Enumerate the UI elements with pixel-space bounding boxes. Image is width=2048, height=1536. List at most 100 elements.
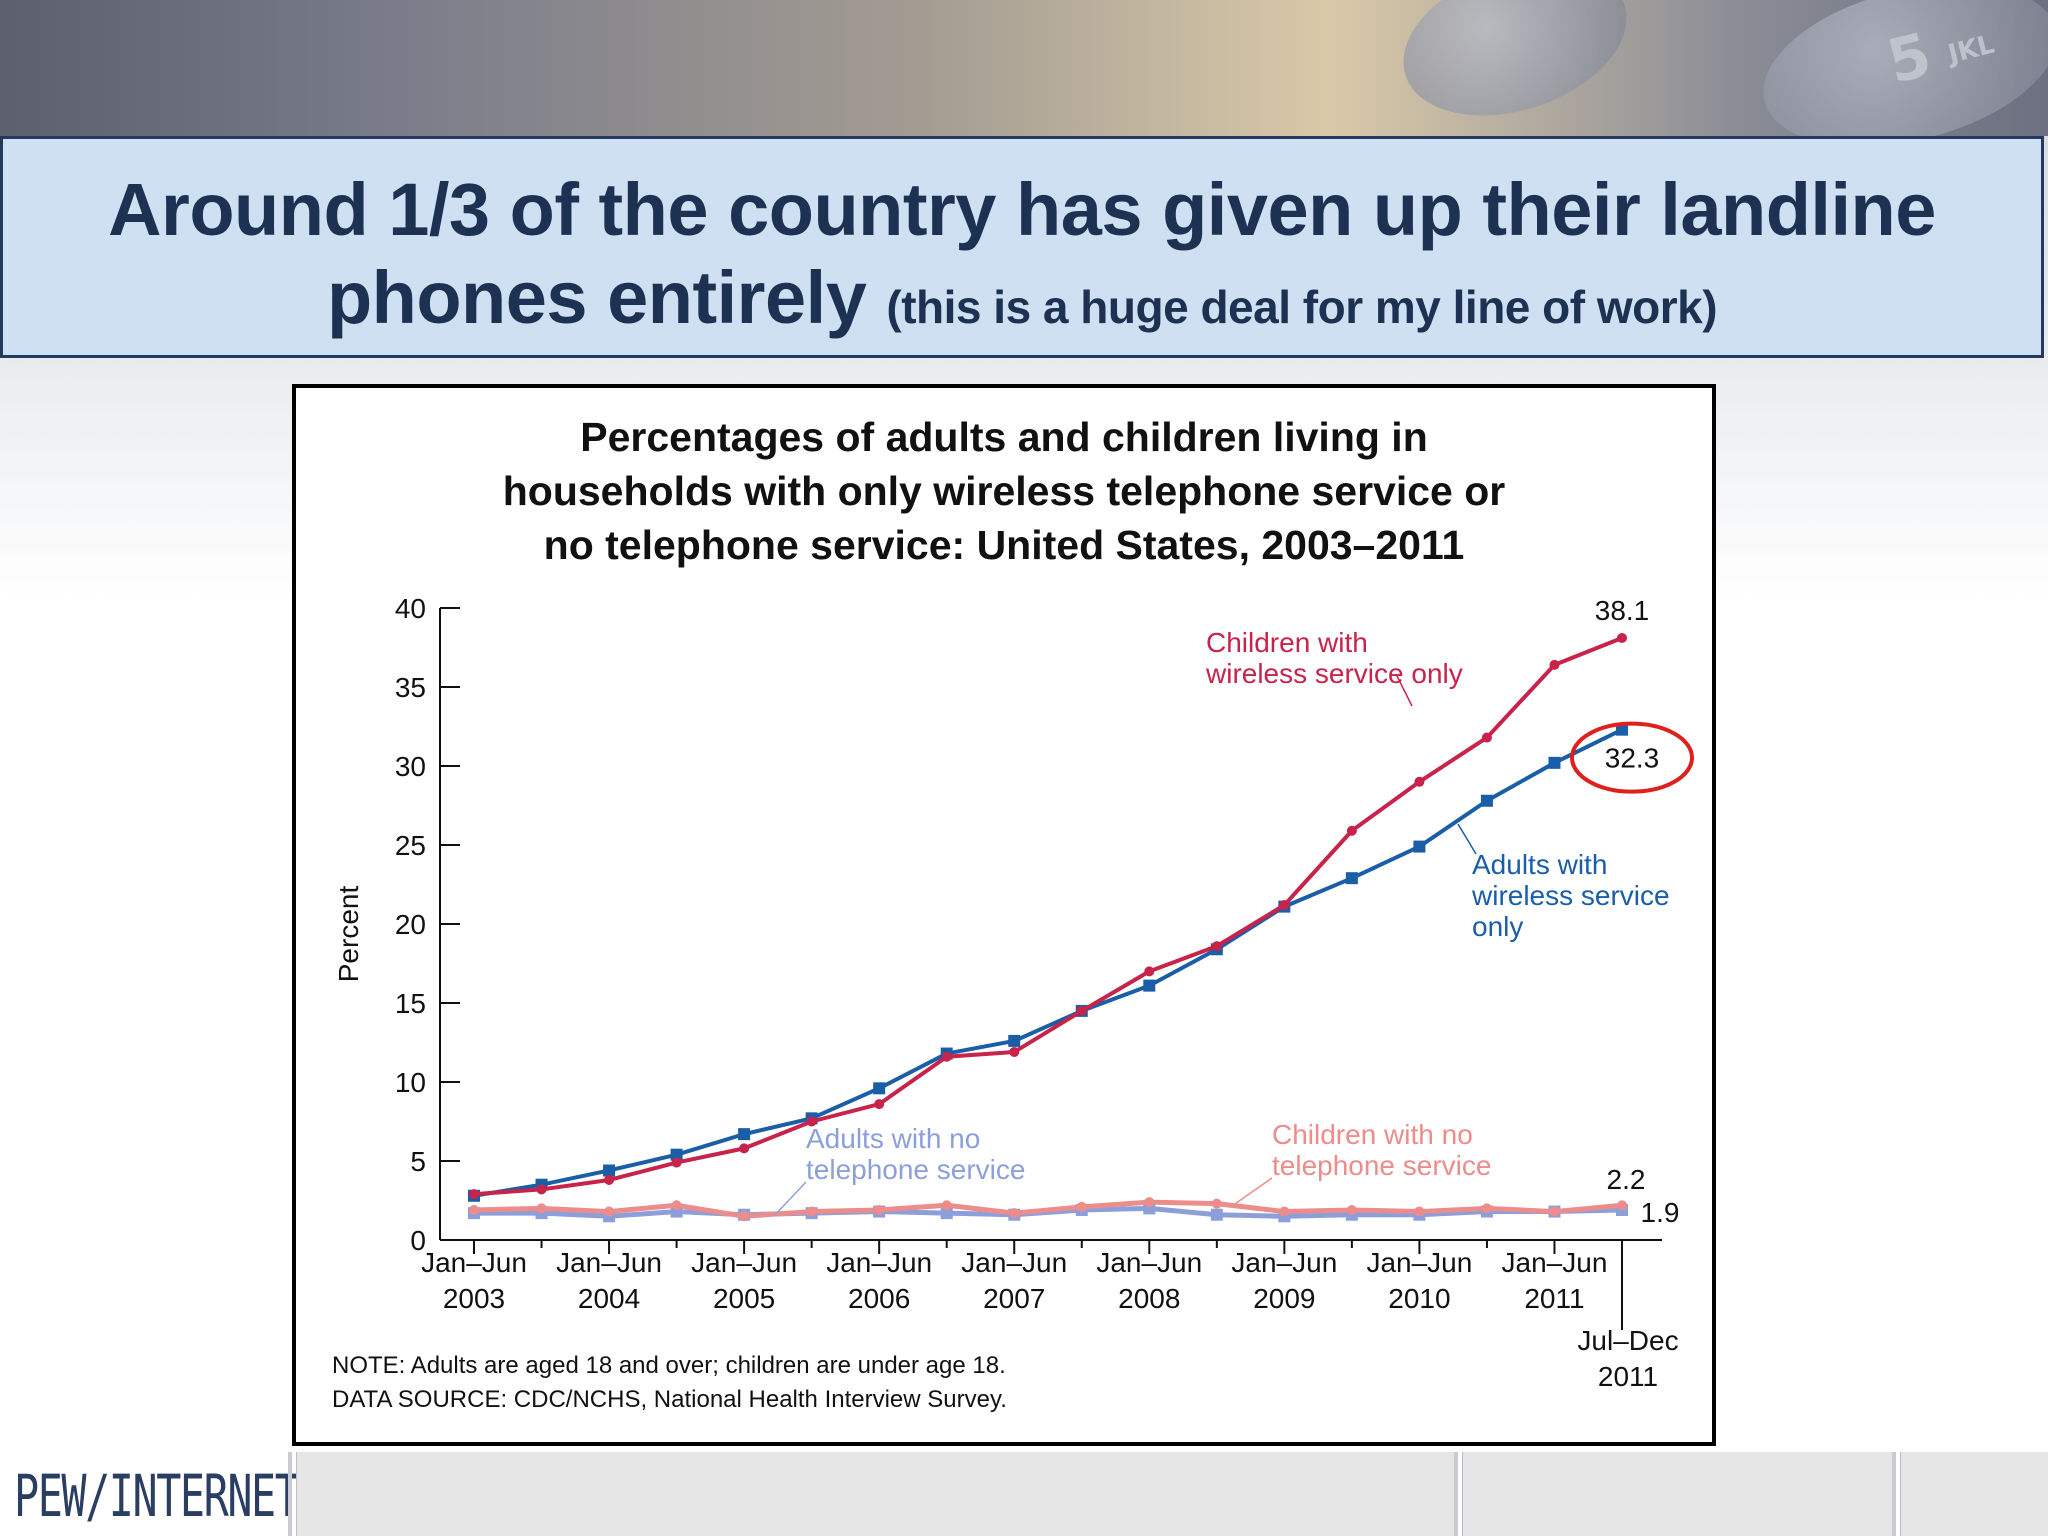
x-tick-label-bottom: 2011 (1524, 1283, 1584, 1314)
y-tick-label: 0 (410, 1225, 426, 1256)
chart-title: Percentages of adults and children livin… (296, 410, 1712, 572)
data-point (670, 1148, 683, 1161)
x-tick-label-top: Jan–Jun (826, 1247, 932, 1278)
data-point (1211, 1198, 1222, 1209)
legend-label: Adults with no (806, 1123, 980, 1154)
data-point (1549, 1206, 1560, 1217)
data-point (739, 1143, 750, 1154)
x-tick-label-top: Jan–Jun (1096, 1247, 1202, 1278)
data-point (1143, 979, 1156, 992)
data-point (874, 1099, 885, 1110)
x-tick-label-bottom: 2003 (443, 1283, 505, 1314)
footer-divider (1454, 1452, 1458, 1536)
data-point (941, 1200, 952, 1211)
data-point (1144, 1197, 1155, 1208)
data-point (1008, 1034, 1021, 1047)
footer-divider (288, 1452, 292, 1536)
highlight-circle (1570, 721, 1694, 794)
footer-panel (296, 1452, 1455, 1536)
legend-leader-line (773, 1181, 807, 1217)
footer-bar: PEW/INTERNET (0, 1452, 2048, 1536)
pew-internet-logo: PEW/INTERNET (14, 1462, 300, 1530)
keypad-digit: 5 (1880, 19, 1939, 98)
x-tick-label-bottom: 2011 (1598, 1361, 1658, 1392)
data-point (1413, 840, 1426, 853)
data-point (1414, 1206, 1425, 1217)
data-point (1211, 941, 1222, 952)
slide-title-box: Around 1/3 of the country has given up t… (0, 136, 2044, 358)
data-point (1549, 659, 1560, 670)
x-tick-label-top: Jul–Dec (1577, 1325, 1678, 1356)
data-point (469, 1204, 479, 1215)
legend-label: wireless service only (1205, 658, 1463, 689)
x-tick-label-bottom: 2009 (1253, 1283, 1315, 1314)
data-point (1279, 900, 1290, 911)
data-point (1345, 872, 1358, 885)
y-axis-label: Percent (333, 886, 364, 983)
data-point (941, 1051, 952, 1062)
data-point (604, 1174, 615, 1185)
x-tick-label-bottom: 2005 (713, 1283, 775, 1314)
slide-title-line1: Around 1/3 of the country has given up t… (108, 168, 1936, 251)
x-tick-label-bottom: 2010 (1388, 1283, 1450, 1314)
y-tick-label: 10 (395, 1067, 426, 1098)
x-tick-label-top: Jan–Jun (1366, 1247, 1472, 1278)
legend-label: telephone service (1272, 1150, 1491, 1181)
data-point (469, 1189, 479, 1200)
data-point (806, 1206, 817, 1217)
header-photo-band: 5 JKL (0, 0, 2048, 175)
end-value-label: 32.3 (1605, 743, 1660, 774)
x-tick-label-top: Jan–Jun (1231, 1247, 1337, 1278)
data-point (1548, 756, 1561, 769)
data-point (1346, 825, 1357, 836)
data-point (1481, 1203, 1492, 1214)
chart-title-line: no telephone service: United States, 200… (543, 522, 1465, 568)
x-tick-label-top: Jan–Jun (691, 1247, 797, 1278)
slide-title-line2: phones entirely (this is a huge deal for… (3, 255, 2041, 340)
data-point (671, 1200, 682, 1211)
data-point (536, 1203, 547, 1214)
x-tick-label-bottom: 2008 (1118, 1283, 1180, 1314)
data-point (1616, 723, 1628, 736)
legend-label: only (1472, 911, 1523, 942)
data-point (1076, 1201, 1087, 1212)
data-point (1346, 1204, 1357, 1215)
end-value-label: 1.9 (1641, 1197, 1680, 1228)
chart-source: DATA SOURCE: CDC/NCHS, National Health I… (332, 1386, 1007, 1413)
x-tick-label-bottom: 2004 (578, 1283, 640, 1314)
x-tick-label-top: Jan–Jun (1502, 1247, 1608, 1278)
data-point (1481, 732, 1492, 743)
chart-frame: Percentages of adults and children livin… (292, 384, 1716, 1446)
y-tick-label: 5 (410, 1146, 426, 1177)
data-point (1414, 776, 1425, 787)
data-point (1480, 794, 1493, 807)
series-line (473, 636, 1623, 1197)
legend-label: Adults with (1472, 849, 1607, 880)
x-tick-label-bottom: 2006 (848, 1283, 910, 1314)
data-point (604, 1206, 615, 1217)
data-point (671, 1157, 682, 1168)
slide-title-aside: (this is a huge deal for my line of work… (886, 281, 1718, 333)
legend-label: telephone service (806, 1154, 1025, 1185)
data-point (874, 1204, 885, 1215)
y-tick-label: 30 (395, 751, 426, 782)
legend-label: wireless service (1471, 880, 1670, 911)
data-point (1210, 1208, 1223, 1221)
data-point (1617, 633, 1627, 644)
data-point (806, 1116, 817, 1127)
y-tick-label: 35 (395, 672, 426, 703)
series-line (473, 1199, 1623, 1219)
footer-panel (1462, 1452, 1893, 1536)
data-point (940, 1207, 953, 1220)
data-point (603, 1164, 616, 1177)
footer-panel (1900, 1452, 2048, 1536)
y-tick-label: 40 (395, 593, 426, 624)
data-point (739, 1211, 750, 1222)
slide-title-main: phones entirely (326, 256, 867, 339)
legend-leader-line (1231, 1177, 1273, 1207)
data-point (1009, 1208, 1020, 1219)
data-point (1144, 966, 1155, 977)
data-point (1009, 1046, 1020, 1057)
keypad-letters: JKL (1945, 29, 1998, 70)
legend-label: Children with (1206, 627, 1368, 658)
